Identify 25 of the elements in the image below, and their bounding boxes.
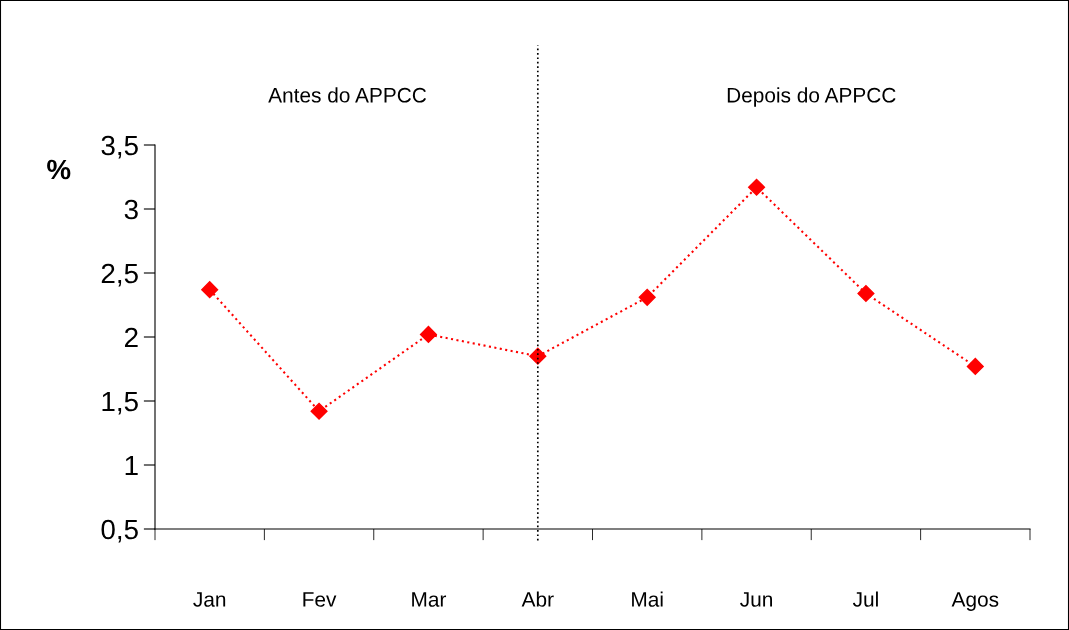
text: Depois do APPCC — [727, 87, 896, 107]
point — [857, 284, 875, 303]
point — [310, 402, 328, 420]
point — [966, 357, 984, 375]
x-tick-label: Fev — [303, 592, 337, 607]
y-tick-label: 0,5 — [101, 519, 138, 543]
x-tick-label: Abr — [521, 591, 554, 607]
y-tick-label: 3,5 — [101, 135, 138, 159]
text: Antes do APPCC — [268, 87, 427, 103]
x-tick-label: Mar — [412, 592, 447, 607]
point — [748, 178, 766, 196]
x-tick-label: Jul — [852, 591, 878, 607]
y-axis-title: % — [47, 159, 71, 180]
point — [638, 288, 656, 306]
y-tick-label: 3 — [124, 199, 138, 220]
x-tick-label: Agos — [951, 592, 999, 611]
y-tick-label: 2,5 — [101, 263, 138, 287]
y-tick-label: 2 — [124, 327, 138, 348]
y-tick-label: 1,5 — [102, 391, 138, 415]
x-tick-label: Jan — [193, 592, 226, 607]
y-tick-label: 1 — [125, 455, 138, 476]
point — [419, 325, 437, 343]
x-tick-label: Mai — [632, 591, 663, 607]
point — [201, 281, 219, 299]
x-tick-label: Jun — [740, 592, 773, 607]
